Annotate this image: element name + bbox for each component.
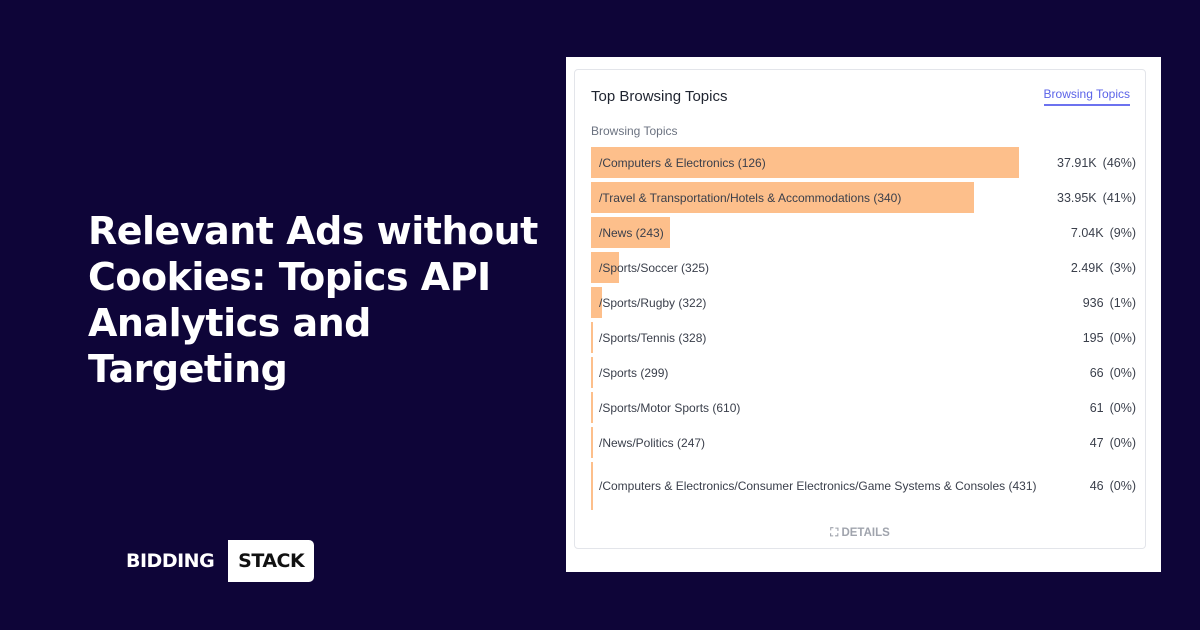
- topic-value: 66 (0%): [1090, 357, 1136, 388]
- topic-row[interactable]: /Sports/Soccer (325) 2.49K (3%): [591, 252, 1136, 287]
- topic-percent: (0%): [1109, 330, 1136, 345]
- topic-value: 46 (0%): [1090, 462, 1136, 510]
- topic-count: 33.95K: [1057, 190, 1097, 205]
- topic-bar: [591, 427, 593, 458]
- topic-count: 47: [1089, 435, 1104, 450]
- tab-browsing-topics[interactable]: Browsing Topics: [1043, 87, 1130, 106]
- topic-row[interactable]: /Sports/Tennis (328) 195 (0%): [591, 322, 1136, 357]
- topic-bar: [591, 462, 593, 510]
- topic-bar: [591, 252, 620, 283]
- details-button[interactable]: ⛶ DETAILS: [575, 527, 1145, 540]
- topic-count: 2.49K: [1070, 260, 1104, 275]
- topic-value: 33.95K (41%): [1057, 182, 1136, 213]
- topic-value: 7.04K (9%): [1071, 217, 1136, 248]
- topic-percent: (0%): [1109, 365, 1136, 380]
- topic-list: /Computers & Electronics (126) 37.91K (46…: [591, 147, 1136, 510]
- topic-bar: [591, 147, 1019, 178]
- card-title: Top Browsing Topics: [591, 88, 728, 105]
- topic-count: 37.91K: [1057, 155, 1097, 170]
- topic-label: /Computers & Electronics/Consumer Electr…: [599, 479, 1037, 493]
- topic-count: 7.04K: [1070, 225, 1104, 240]
- topic-row[interactable]: /News (243) 7.04K (9%): [591, 217, 1136, 252]
- topic-row[interactable]: /Sports/Motor Sports (610) 61 (0%): [591, 392, 1136, 427]
- topic-row[interactable]: /Computers & Electronics (126) 37.91K (46…: [591, 147, 1136, 182]
- details-label: DETAILS: [841, 527, 890, 539]
- topic-count: 46: [1089, 479, 1104, 493]
- screenshot-frame: Top Browsing Topics Browsing Topics Brow…: [566, 57, 1161, 572]
- topic-percent: (3%): [1109, 260, 1136, 275]
- topic-bar: [591, 357, 593, 388]
- topic-label: /News (243): [599, 225, 664, 240]
- topic-percent: (0%): [1109, 479, 1136, 493]
- topic-value: 195 (0%): [1083, 322, 1136, 353]
- headline: Relevant Ads without Cookies: Topics API…: [88, 209, 538, 391]
- topic-percent: (0%): [1109, 400, 1136, 415]
- topic-percent: (41%): [1102, 190, 1136, 205]
- topic-count: 936: [1082, 295, 1104, 310]
- topic-value: 936 (1%): [1083, 287, 1136, 318]
- topic-label: /Sports/Rugby (322): [599, 295, 707, 310]
- topic-bar: [591, 217, 671, 248]
- logo-part2: STACK: [228, 540, 315, 582]
- topic-label: /Sports (299): [599, 365, 669, 380]
- topic-percent: (0%): [1109, 435, 1136, 450]
- logo-part1: BIDDING: [126, 550, 215, 572]
- topic-value: 47 (0%): [1090, 427, 1136, 458]
- bidding-stack-logo: BIDDING STACK: [118, 540, 315, 582]
- topic-row[interactable]: /Sports/Rugby (322) 936 (1%): [591, 287, 1136, 322]
- topic-row[interactable]: /News/Politics (247) 47 (0%): [591, 427, 1136, 462]
- expand-icon: ⛶: [830, 527, 842, 539]
- topic-percent: (46%): [1102, 155, 1136, 170]
- topic-row[interactable]: /Computers & Electronics/Consumer Electr…: [591, 462, 1136, 510]
- top-topics-card: Top Browsing Topics Browsing Topics Brow…: [574, 69, 1146, 549]
- topic-bar: [591, 182, 975, 213]
- topic-label: /Sports/Motor Sports (610): [599, 400, 741, 415]
- topic-bar: [591, 322, 594, 353]
- topic-label: /News/Politics (247): [599, 435, 706, 450]
- topic-value: 61 (0%): [1090, 392, 1136, 423]
- topic-label: /Travel & Transportation/Hotels & Accomm…: [599, 190, 902, 205]
- topic-count: 195: [1082, 330, 1104, 345]
- topic-label: /Sports/Tennis (328): [599, 330, 707, 345]
- topic-percent: (1%): [1109, 295, 1136, 310]
- topic-count: 66: [1089, 365, 1104, 380]
- topic-row[interactable]: /Travel & Transportation/Hotels & Accomm…: [591, 182, 1136, 217]
- topic-label: /Computers & Electronics (126): [599, 155, 766, 170]
- topic-label: /Sports/Soccer (325): [599, 260, 710, 275]
- topic-bar: [591, 287, 602, 318]
- topic-row[interactable]: /Sports (299) 66 (0%): [591, 357, 1136, 392]
- topic-bar: [591, 392, 593, 423]
- column-header: Browsing Topics: [591, 124, 678, 138]
- topic-count: 61: [1089, 400, 1104, 415]
- topic-value: 37.91K (46%): [1057, 147, 1136, 178]
- topic-value: 2.49K (3%): [1071, 252, 1136, 283]
- topic-percent: (9%): [1109, 225, 1136, 240]
